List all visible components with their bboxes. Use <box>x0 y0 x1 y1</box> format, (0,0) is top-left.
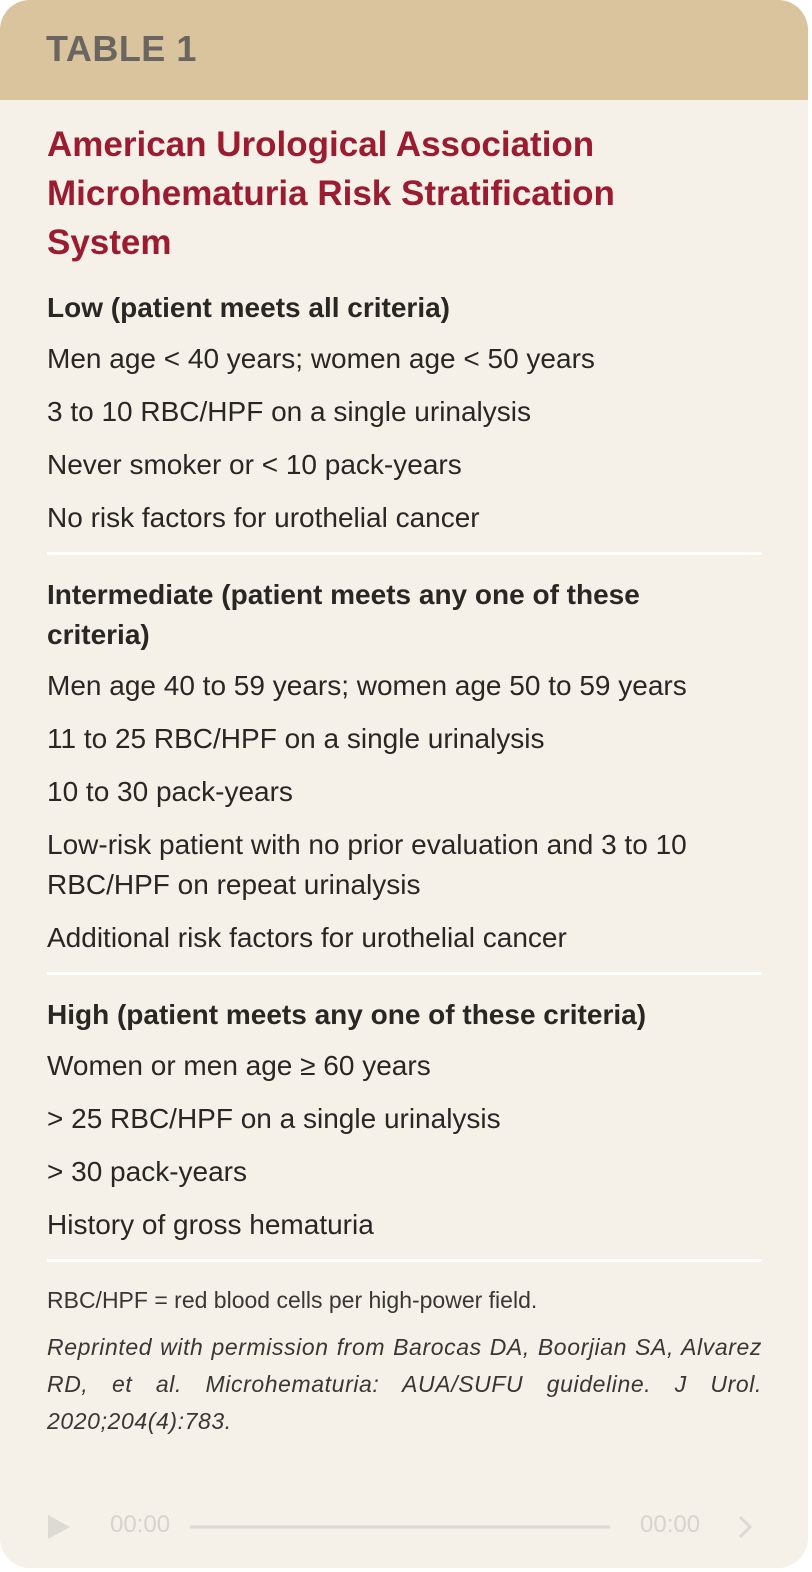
criterion: History of gross hematuria <box>47 1209 374 1240</box>
table-label: TABLE 1 <box>46 28 197 69</box>
criterion: 3 to 10 RBC/HPF on a single urinalysis <box>47 396 531 427</box>
criterion: Men age < 40 years; women age < 50 years <box>47 343 595 374</box>
criterion: Low-risk patient with no prior evaluatio… <box>47 829 687 900</box>
criterion: Additional risk factors for urothelial c… <box>47 922 567 953</box>
criterion: > 25 RBC/HPF on a single urinalysis <box>47 1103 501 1134</box>
current-time: 00:00 <box>110 1511 171 1538</box>
section-heading: High (patient meets any one of these cri… <box>47 999 647 1030</box>
criterion: 10 to 30 pack-years <box>47 776 293 807</box>
risk-section: High (patient meets any one of these cri… <box>47 975 762 1262</box>
play-icon[interactable] <box>48 1515 70 1539</box>
section-heading: Intermediate (patient meets any one of t… <box>47 579 640 650</box>
table-header: TABLE 1 <box>0 0 808 100</box>
table-title: American Urological Association Microhem… <box>47 125 615 262</box>
criterion: 11 to 25 RBC/HPF on a single urinalysis <box>47 723 545 754</box>
criterion: Women or men age ≥ 60 years <box>47 1050 431 1081</box>
criterion: > 30 pack-years <box>47 1156 247 1187</box>
video-controls: 00:00 00:00 <box>10 1497 800 1555</box>
risk-section: Low (patient meets all criteria) Men age … <box>47 267 762 555</box>
criterion: Never smoker or < 10 pack-years <box>47 449 462 480</box>
table-content: American Urological Association Microhem… <box>47 120 762 1440</box>
skip-icon[interactable] <box>738 1515 753 1539</box>
criterion: Men age 40 to 59 years; women age 50 to … <box>47 670 687 701</box>
video-bar <box>48 1515 753 1539</box>
sections: Low (patient meets all criteria) Men age … <box>47 267 762 1262</box>
risk-section: Intermediate (patient meets any one of t… <box>47 555 762 975</box>
total-time: 00:00 <box>640 1511 701 1538</box>
section-heading: Low (patient meets all criteria) <box>47 292 450 323</box>
criterion: No risk factors for urothelial cancer <box>47 502 480 533</box>
footnote: RBC/HPF = red blood cells per high-power… <box>47 1287 538 1313</box>
citation: Reprinted with permission from Barocas D… <box>47 1334 762 1434</box>
